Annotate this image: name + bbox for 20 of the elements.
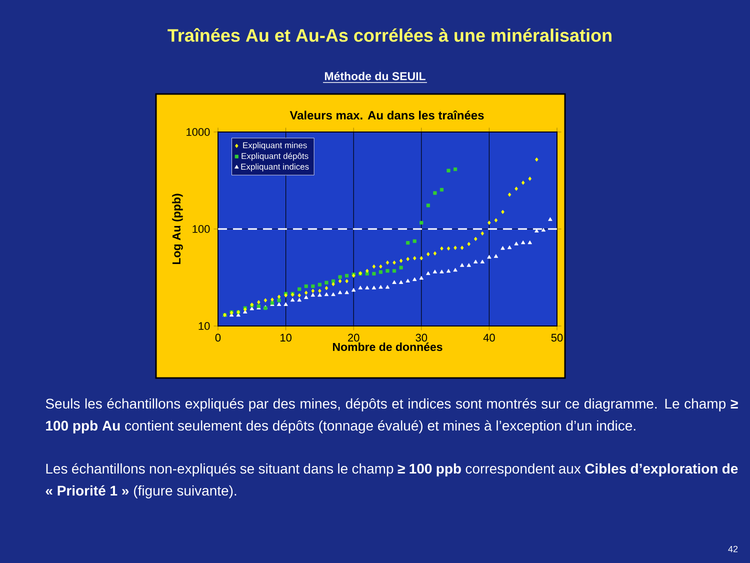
text: Traînées Au et Au-As corrélées à une minéralisation bbox=[168, 28, 612, 42]
text: 42 bbox=[728, 546, 738, 552]
x-tick-label: 20 bbox=[348, 334, 360, 342]
x-tick-label: 50 bbox=[551, 334, 563, 342]
y-axis-title: Log Au (ppb) bbox=[172, 194, 183, 264]
x-tick-label: 40 bbox=[483, 334, 495, 342]
x-tick-label: 0 bbox=[215, 334, 221, 342]
x-axis-title: Nombre de données bbox=[332, 342, 442, 351]
x-tick-label: 10 bbox=[280, 334, 292, 342]
legend-label: Expliquant dépôts bbox=[242, 152, 308, 161]
legend-label: Expliquant mines bbox=[243, 142, 307, 150]
y-tick-label: 1000 bbox=[186, 128, 210, 136]
y-tick-label: 10 bbox=[198, 322, 210, 330]
text: Méthode du SEUIL bbox=[324, 72, 426, 80]
chart-title: Valeurs max. Au dans les traînées bbox=[290, 110, 484, 120]
text: Les échantillons non-expliqués se situant dans le champ ≥ 100 ppb correspondent aux Cibles d’exploration de « Priorité 1 » (figure suivante). bbox=[46, 463, 738, 498]
y-tick-label: 100 bbox=[192, 225, 210, 233]
x-tick-label: 30 bbox=[416, 334, 428, 342]
legend-label: Expliquant indices bbox=[241, 163, 309, 172]
text: Seuls les échantillons expliqués par des mines, dépôts et indices sont montrés sur ce diagramme. Le champ ≥ 100 ppb Au contient seulement des dépôts (tonnage évalué) et mines à l’exception d’un indice. bbox=[46, 398, 738, 434]
